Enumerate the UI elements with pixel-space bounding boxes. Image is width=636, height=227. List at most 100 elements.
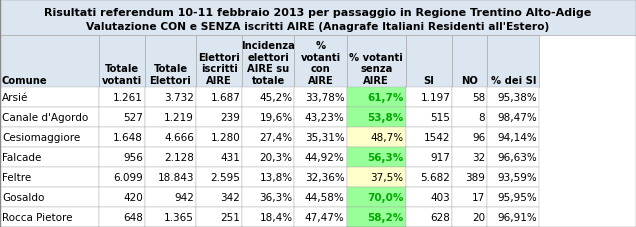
Text: Canale d'Agordo: Canale d'Agordo bbox=[2, 113, 88, 122]
Bar bbox=[196, 147, 242, 167]
Bar bbox=[99, 127, 145, 147]
Text: 515: 515 bbox=[431, 113, 450, 122]
Bar bbox=[99, 187, 145, 207]
Text: 32,36%: 32,36% bbox=[305, 172, 345, 182]
Bar bbox=[347, 108, 406, 127]
Bar bbox=[242, 88, 294, 108]
Bar bbox=[452, 88, 487, 108]
Text: 45,2%: 45,2% bbox=[259, 93, 293, 103]
Text: 628: 628 bbox=[431, 212, 450, 222]
Bar bbox=[0, 207, 99, 227]
Text: 44,58%: 44,58% bbox=[305, 192, 345, 202]
Bar bbox=[347, 207, 406, 227]
Bar bbox=[99, 36, 145, 88]
Text: Valutazione CON e SENZA iscritti AIRE (Anagrafe Italiani Residenti all'Estero): Valutazione CON e SENZA iscritti AIRE (A… bbox=[86, 22, 550, 32]
Text: % votanti
senza
AIRE: % votanti senza AIRE bbox=[349, 53, 403, 86]
Bar bbox=[406, 167, 452, 187]
Bar bbox=[452, 167, 487, 187]
Bar bbox=[487, 36, 539, 88]
Text: 403: 403 bbox=[431, 192, 450, 202]
Text: 95,95%: 95,95% bbox=[497, 192, 537, 202]
Bar bbox=[347, 88, 406, 108]
Bar bbox=[406, 108, 452, 127]
Text: 3.732: 3.732 bbox=[164, 93, 194, 103]
Bar bbox=[487, 108, 539, 127]
Bar bbox=[452, 127, 487, 147]
Text: % dei SI: % dei SI bbox=[490, 76, 536, 86]
Bar bbox=[0, 0, 636, 36]
Text: %
votanti
con
AIRE: % votanti con AIRE bbox=[300, 41, 341, 86]
Bar bbox=[294, 207, 347, 227]
Bar bbox=[242, 36, 294, 88]
Text: 44,92%: 44,92% bbox=[305, 152, 345, 162]
Bar bbox=[452, 207, 487, 227]
Text: Cesiomaggiore: Cesiomaggiore bbox=[2, 132, 80, 142]
Text: 239: 239 bbox=[221, 113, 240, 122]
Bar bbox=[406, 127, 452, 147]
Bar bbox=[145, 147, 196, 167]
Bar bbox=[406, 88, 452, 108]
Bar bbox=[242, 108, 294, 127]
Text: 2.128: 2.128 bbox=[164, 152, 194, 162]
Text: 648: 648 bbox=[123, 212, 143, 222]
Text: Gosaldo: Gosaldo bbox=[2, 192, 45, 202]
Text: 33,78%: 33,78% bbox=[305, 93, 345, 103]
Bar bbox=[487, 127, 539, 147]
Bar bbox=[145, 187, 196, 207]
Bar bbox=[196, 187, 242, 207]
Bar bbox=[347, 147, 406, 167]
Bar bbox=[406, 187, 452, 207]
Text: SI: SI bbox=[424, 76, 434, 86]
Bar bbox=[0, 187, 99, 207]
Bar bbox=[406, 147, 452, 167]
Text: 47,47%: 47,47% bbox=[305, 212, 345, 222]
Bar bbox=[0, 108, 99, 127]
Bar bbox=[406, 36, 452, 88]
Text: 48,7%: 48,7% bbox=[371, 132, 404, 142]
Text: 6.099: 6.099 bbox=[113, 172, 143, 182]
Text: Falcade: Falcade bbox=[2, 152, 41, 162]
Text: Feltre: Feltre bbox=[2, 172, 31, 182]
Bar bbox=[242, 167, 294, 187]
Bar bbox=[99, 207, 145, 227]
Text: 18.843: 18.843 bbox=[157, 172, 194, 182]
Bar bbox=[452, 187, 487, 207]
Bar bbox=[196, 167, 242, 187]
Bar bbox=[294, 36, 347, 88]
Bar bbox=[99, 147, 145, 167]
Text: 1.280: 1.280 bbox=[211, 132, 240, 142]
Text: 1.687: 1.687 bbox=[211, 93, 240, 103]
Text: 18,4%: 18,4% bbox=[259, 212, 293, 222]
Bar bbox=[406, 207, 452, 227]
Text: 56,3%: 56,3% bbox=[368, 152, 404, 162]
Bar bbox=[294, 167, 347, 187]
Text: 35,31%: 35,31% bbox=[305, 132, 345, 142]
Bar bbox=[99, 88, 145, 108]
Text: 431: 431 bbox=[221, 152, 240, 162]
Bar bbox=[145, 127, 196, 147]
Text: 20: 20 bbox=[472, 212, 485, 222]
Text: 1.261: 1.261 bbox=[113, 93, 143, 103]
Bar bbox=[0, 127, 99, 147]
Bar bbox=[452, 147, 487, 167]
Bar bbox=[145, 207, 196, 227]
Text: 17: 17 bbox=[472, 192, 485, 202]
Text: 96: 96 bbox=[472, 132, 485, 142]
Text: 58,2%: 58,2% bbox=[368, 212, 404, 222]
Text: 32: 32 bbox=[472, 152, 485, 162]
Text: Totale
votanti: Totale votanti bbox=[102, 64, 142, 86]
Bar bbox=[347, 36, 406, 88]
Bar bbox=[294, 147, 347, 167]
Bar bbox=[0, 36, 99, 88]
Text: Elettori
iscritti
AIRE: Elettori iscritti AIRE bbox=[198, 53, 240, 86]
Text: 13,8%: 13,8% bbox=[259, 172, 293, 182]
Text: Comune: Comune bbox=[2, 76, 48, 86]
Text: 43,23%: 43,23% bbox=[305, 113, 345, 122]
Text: 94,14%: 94,14% bbox=[497, 132, 537, 142]
Bar bbox=[242, 147, 294, 167]
Text: 70,0%: 70,0% bbox=[368, 192, 404, 202]
Bar bbox=[145, 108, 196, 127]
Text: 93,59%: 93,59% bbox=[497, 172, 537, 182]
Text: 37,5%: 37,5% bbox=[371, 172, 404, 182]
Text: 96,63%: 96,63% bbox=[497, 152, 537, 162]
